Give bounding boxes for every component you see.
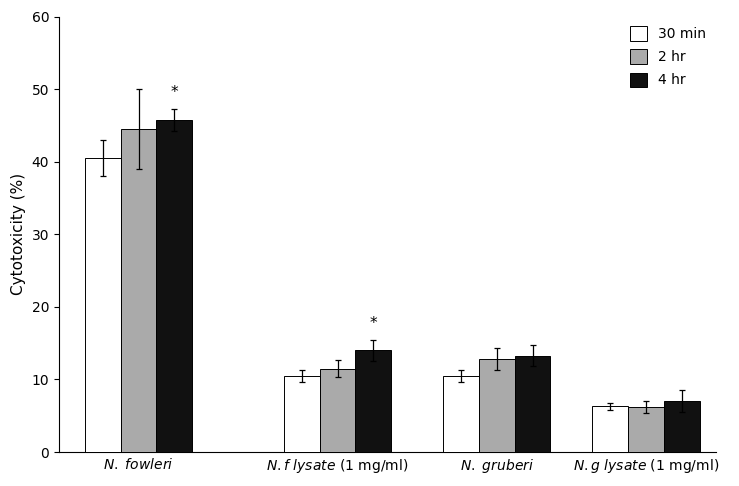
Text: *: * (370, 316, 377, 331)
Bar (85, 158, 120, 452)
Bar (120, 129, 157, 452)
Bar (284, 376, 320, 452)
Text: *: * (171, 85, 178, 100)
Bar (514, 356, 551, 452)
Bar (320, 368, 355, 452)
Bar (479, 359, 514, 452)
Y-axis label: Cytotoxicity (%): Cytotoxicity (%) (11, 173, 26, 295)
Bar (628, 407, 664, 452)
Bar (592, 406, 628, 452)
Bar (157, 120, 192, 452)
Bar (355, 350, 391, 452)
Bar (443, 376, 479, 452)
Legend: 30 min, 2 hr, 4 hr: 30 min, 2 hr, 4 hr (624, 21, 712, 93)
Bar (664, 401, 700, 452)
